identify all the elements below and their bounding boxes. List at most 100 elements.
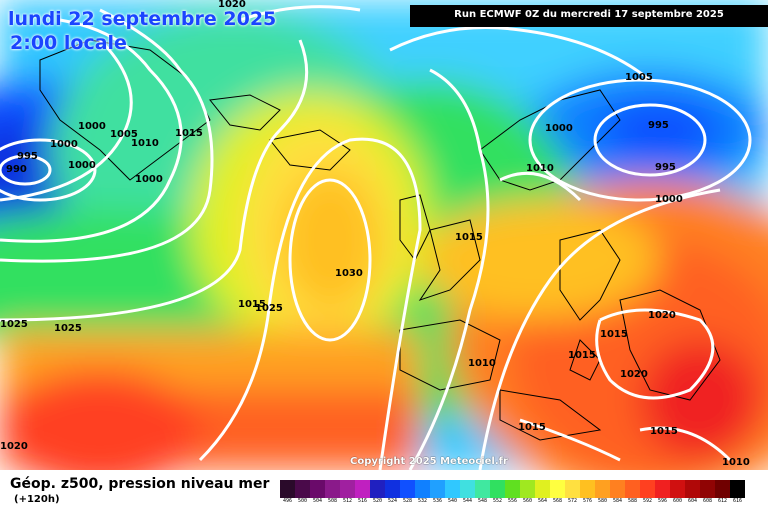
isobar-label: 1015 — [518, 422, 546, 433]
isobar-label: 990 — [6, 164, 27, 175]
scale-tick-label: 516 — [357, 498, 368, 504]
scale-swatch: 588 — [625, 480, 640, 504]
scale-swatch: 556 — [505, 480, 520, 504]
run-info-text: Run ECMWF 0Z du mercredi 17 septembre 20… — [454, 9, 724, 20]
isobar-label: 1000 — [545, 123, 573, 134]
scale-swatch: 544 — [460, 480, 475, 504]
scale-tick-label: 612 — [717, 498, 728, 504]
isobar-label: 1000 — [78, 121, 106, 132]
scale-swatch: 540 — [445, 480, 460, 504]
scale-swatch: 536 — [430, 480, 445, 504]
scale-tick-label: 556 — [507, 498, 518, 504]
scale-tick-label: 616 — [732, 498, 743, 504]
scale-tick-label: 524 — [387, 498, 398, 504]
isobar-label: 1010 — [131, 138, 159, 149]
scale-swatch: 596 — [655, 480, 670, 504]
scale-swatch: 520 — [370, 480, 385, 504]
isobar-label: 1020 — [0, 441, 28, 452]
scale-tick-label: 596 — [657, 498, 668, 504]
scale-tick-label: 572 — [567, 498, 578, 504]
scale-swatch: 568 — [550, 480, 565, 504]
legend-subtitle: (+120h) — [14, 494, 60, 505]
scale-tick-label: 544 — [462, 498, 473, 504]
isobar-label: 1005 — [625, 72, 653, 83]
scale-tick-label: 588 — [627, 498, 638, 504]
scale-swatch: 560 — [520, 480, 535, 504]
isobar-label: 1020 — [648, 310, 676, 321]
scale-swatch: 608 — [700, 480, 715, 504]
scale-swatch: 564 — [535, 480, 550, 504]
isobar-label: 1015 — [650, 426, 678, 437]
scale-tick-label: 604 — [687, 498, 698, 504]
scale-tick-label: 560 — [522, 498, 533, 504]
color-scale: 496 500 504 508 512 516 520 524 528 532 536 540 544 5… — [280, 480, 745, 504]
scale-swatch: 600 — [670, 480, 685, 504]
isobar-label: 995 — [17, 151, 38, 162]
scale-tick-label: 548 — [477, 498, 488, 504]
isobar-label: 1000 — [50, 139, 78, 150]
scale-swatch: 500 — [295, 480, 310, 504]
isobar-label: 1005 — [110, 129, 138, 140]
isobar-label: 1000 — [655, 194, 683, 205]
scale-swatch: 548 — [475, 480, 490, 504]
scale-tick-label: 528 — [402, 498, 413, 504]
scale-swatch: 512 — [340, 480, 355, 504]
isobar-labels: 1020 995 990 1000 1000 1005 1010 1015 10… — [0, 0, 750, 468]
scale-swatch: 612 — [715, 480, 730, 504]
scale-swatch: 576 — [580, 480, 595, 504]
isobar-label: 1015 — [238, 299, 266, 310]
geopotential-map: 1020 995 990 1000 1000 1005 1010 1015 10… — [0, 0, 768, 470]
scale-swatch: 580 — [595, 480, 610, 504]
scale-swatch: 496 — [280, 480, 295, 504]
scale-tick-label: 584 — [612, 498, 623, 504]
scale-tick-label: 512 — [342, 498, 353, 504]
scale-tick-label: 532 — [417, 498, 428, 504]
scale-tick-label: 504 — [312, 498, 323, 504]
isobar-label: 995 — [648, 120, 669, 131]
scale-tick-label: 496 — [282, 498, 293, 504]
scale-tick-label: 520 — [372, 498, 383, 504]
scale-tick-label: 580 — [597, 498, 608, 504]
scale-tick-label: 508 — [327, 498, 338, 504]
isobar-label: 1015 — [175, 128, 203, 139]
scale-tick-label: 564 — [537, 498, 548, 504]
scale-tick-label: 568 — [552, 498, 563, 504]
copyright-text: Copyright 2025 Meteociel.fr — [350, 456, 508, 467]
scale-tick-label: 608 — [702, 498, 713, 504]
isobar-label: 1025 — [0, 319, 28, 330]
scale-swatch: 604 — [685, 480, 700, 504]
map-date-title: lundi 22 septembre 2025 — [8, 8, 277, 30]
isobar-label: 1030 — [335, 268, 363, 279]
scale-swatch: 552 — [490, 480, 505, 504]
scale-swatch: 516 — [355, 480, 370, 504]
isobar-label: 1015 — [568, 350, 596, 361]
isobar-label: 1010 — [722, 457, 750, 468]
isobar-label: 995 — [655, 162, 676, 173]
isobar-label: 1025 — [54, 323, 82, 334]
legend-footer: Géop. z500, pression niveau mer (+120h) … — [0, 470, 768, 512]
isobar-label: 1010 — [468, 358, 496, 369]
scale-swatch: 584 — [610, 480, 625, 504]
scale-tick-label: 536 — [432, 498, 443, 504]
scale-swatch: 592 — [640, 480, 655, 504]
scale-tick-label: 576 — [582, 498, 593, 504]
scale-tick-label: 540 — [447, 498, 458, 504]
isobar-label: 1000 — [135, 174, 163, 185]
isobar-label: 1020 — [620, 369, 648, 380]
isobar-label: 1025 — [255, 303, 283, 314]
isobar-label: 1000 — [68, 160, 96, 171]
isobar-label: 1015 — [600, 329, 628, 340]
scale-swatch: 508 — [325, 480, 340, 504]
scale-swatch: 524 — [385, 480, 400, 504]
run-info-banner: Run ECMWF 0Z du mercredi 17 septembre 20… — [410, 5, 768, 27]
isobar-label: 1015 — [455, 232, 483, 243]
coastlines — [39, 39, 721, 441]
isobar-label: 1010 — [526, 163, 554, 174]
isobar-label: 1020 — [218, 0, 246, 10]
scale-swatch: 504 — [310, 480, 325, 504]
scale-tick-label: 592 — [642, 498, 653, 504]
scale-swatch: 528 — [400, 480, 415, 504]
legend-title: Géop. z500, pression niveau mer — [10, 476, 270, 492]
scale-tick-label: 500 — [297, 498, 308, 504]
